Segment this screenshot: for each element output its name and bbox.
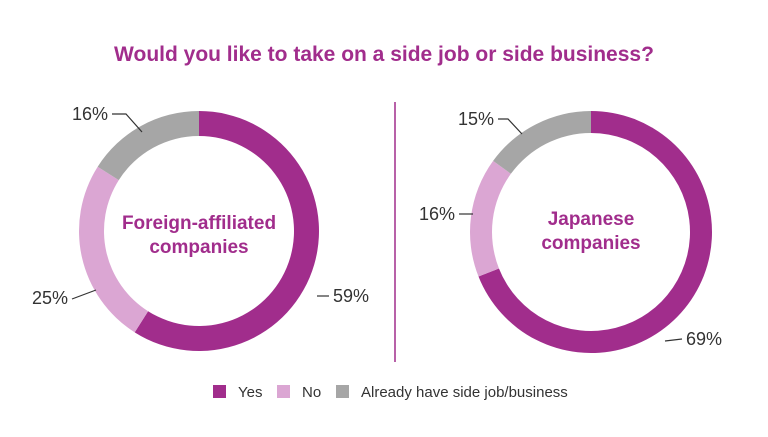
donut-chart-japanese: Japanese companies 69% 16% 15% <box>419 109 722 353</box>
leader-line <box>112 113 143 133</box>
data-label: 15% <box>458 109 494 129</box>
donut-slices <box>79 111 320 352</box>
data-label: 16% <box>72 104 108 124</box>
data-label: 16% <box>419 204 455 224</box>
leader-line <box>664 338 683 342</box>
data-label: 59% <box>333 286 369 306</box>
center-label-line-1: Japanese <box>548 209 635 230</box>
leader-line <box>498 118 523 135</box>
donut-slice-no <box>470 160 511 277</box>
legend-swatch-no <box>277 385 290 398</box>
legend-swatch-already <box>336 385 349 398</box>
donut-slices <box>470 111 712 353</box>
donut-slice-already-have-side-job-business <box>493 111 591 174</box>
legend-label-no: No <box>302 384 321 401</box>
donut-slice-yes <box>134 111 320 352</box>
legend-label-already: Already have side job/business <box>361 384 568 401</box>
donut-slice-already-have-side-job-business <box>97 111 199 181</box>
donut-slice-no <box>79 166 149 333</box>
donut-chart-foreign-affiliated: Foreign-affiliated companies 59% 25% 16% <box>32 104 369 352</box>
center-label-line-2: companies <box>541 233 640 254</box>
legend-swatch-yes <box>213 385 226 398</box>
data-label: 69% <box>686 329 722 349</box>
leader-line <box>71 289 97 300</box>
center-label-line-2: companies <box>149 237 248 258</box>
center-label-line-1: Foreign-affiliated <box>122 213 276 234</box>
legend-label-yes: Yes <box>238 384 262 401</box>
chart-legend: Yes No Already have side job/business <box>213 384 568 401</box>
chart-title: Would you like to take on a side job or … <box>114 43 654 66</box>
data-label: 25% <box>32 288 68 308</box>
